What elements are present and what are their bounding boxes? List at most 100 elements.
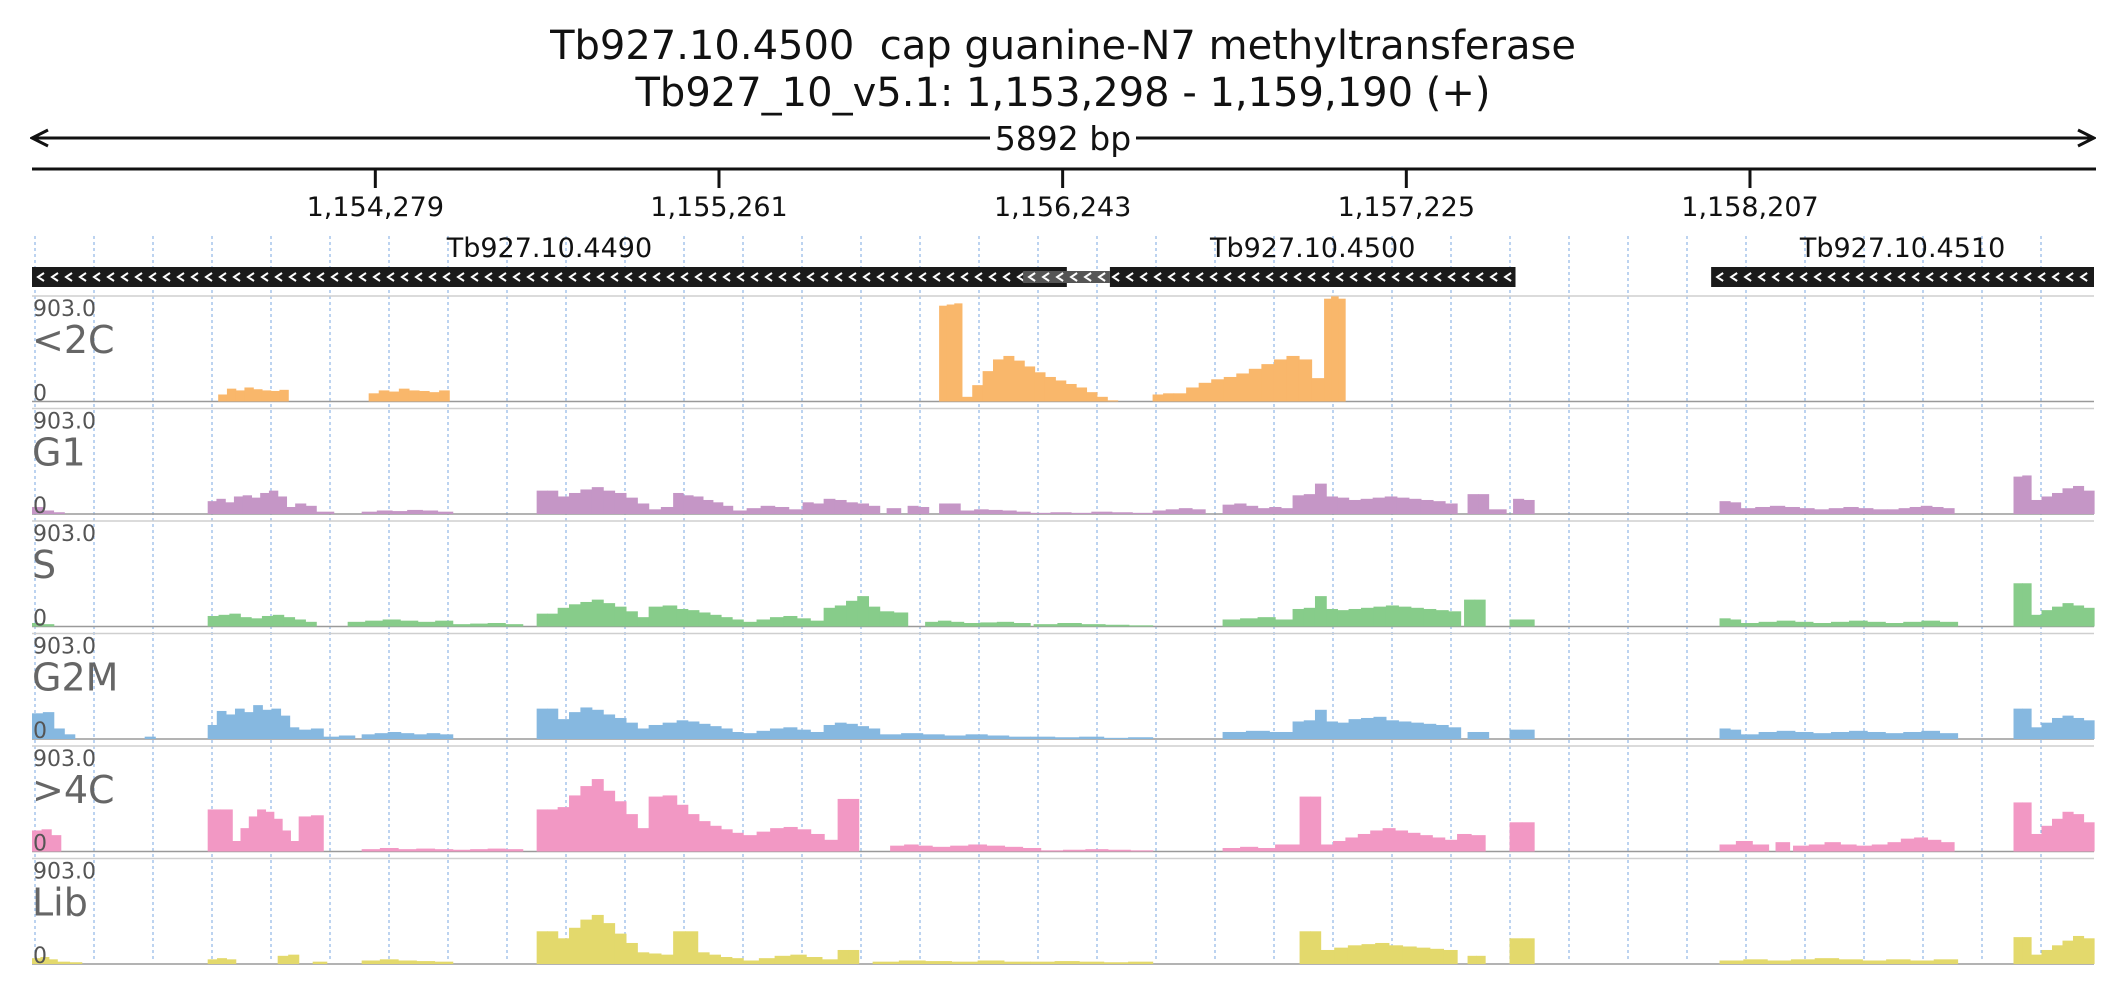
coverage-bar [69,962,82,964]
coverage-bar [2042,610,2053,626]
coverage-bar [1862,960,1886,964]
coverage-bar [1261,364,1274,401]
coverage-bar [1468,494,1479,514]
track-name: >4C [32,768,115,812]
coverage-bar [1045,377,1056,402]
coverage-bar [1224,377,1237,402]
coverage-bar [362,849,381,851]
coverage-bar [1310,797,1321,852]
axis-tick-label: 1,154,279 [307,192,444,223]
coverage-bar [954,303,962,401]
coverage-bar [743,622,757,627]
coverage-bar [1258,508,1270,514]
coverage-bar [1752,844,1769,851]
coverage-bar [699,612,711,626]
coverage-bar [1840,844,1856,851]
coverage-bar [603,603,615,626]
coverage-bar [2031,955,2042,964]
coverage-bar [1108,850,1131,852]
coverage-bar [1813,623,1832,627]
coverage-bar [1057,623,1081,627]
coverage-bar [229,614,240,627]
coverage-bar [661,507,674,514]
coverage-bar [362,512,378,514]
coverage-bar [580,707,592,739]
coverage-bar [761,506,776,514]
coverage-bar [1445,840,1458,852]
coverage-bar [54,728,65,739]
coverage-bar [379,390,390,401]
coverage-bar [649,607,664,627]
coverage-bar [868,728,880,739]
coverage-bar [822,959,838,964]
coverage-bar [868,506,880,514]
coverage-bar [1795,622,1814,627]
coverage-bar [1179,508,1193,514]
coverage-bar [1349,609,1362,627]
coverage-bar [1471,835,1486,851]
coverage-bar [365,621,383,627]
coverage-bar [1105,625,1129,627]
coverage-bar [1269,732,1293,739]
coverage-bar [1275,619,1293,626]
coverage-bar [1315,596,1327,626]
coverage-bar [615,934,627,964]
coverage-bar [251,498,260,514]
coverage-bar [1468,732,1479,739]
y-min-label: 0 [33,719,47,744]
coverage-bar [1755,507,1770,514]
gene-body [1711,267,2094,287]
coverage-bar [429,392,440,401]
coverage-bar [2073,936,2084,964]
coverage-bar [311,815,324,851]
coverage-bar [1524,500,1535,514]
coverage-bar [1345,837,1358,851]
coverage-bar [663,605,678,626]
coverage-bar [1361,608,1374,627]
coverage-bar [1186,387,1199,401]
coverage-bar [1324,299,1332,402]
coverage-bar [775,507,790,514]
coverage-bar [2022,802,2031,851]
coverage-bar [899,960,926,964]
coverage-bar [1914,837,1928,851]
coverage-bar [435,621,453,627]
coverage-bar [1522,822,1535,851]
coverage-bar [2042,496,2053,514]
coverage-bar [383,619,401,626]
y-min-label: 0 [33,382,47,407]
coverage-bar [244,387,253,401]
track-name: Lib [32,881,88,925]
coverage-bar [759,958,775,964]
coverage-bar [1510,822,1523,851]
coverage-bar [846,601,858,627]
coverage-bar [1246,506,1258,514]
coverage-bar [470,849,488,851]
coverage-bar [713,502,724,514]
coverage-bar [615,607,627,627]
coverage-bar [968,844,987,851]
coverage-bar [220,809,233,851]
coverage-bar [547,491,558,514]
coverage-bar [1009,737,1031,739]
coverage-bar [569,712,581,739]
coverage-bar [848,950,859,964]
coverage-bar [1014,361,1025,402]
coverage-bar [637,503,649,514]
coverage-bar [743,960,759,964]
coverage-bar [806,957,822,964]
coverage-bar [558,608,570,627]
coverage-bar [1736,841,1753,852]
coverage-bar [649,953,662,964]
coverage-bar [537,931,548,964]
coverage-bar [1304,494,1316,514]
gene-label: Tb927.10.4510 [1799,233,2005,264]
coverage-bar [2063,488,2074,514]
coverage-bar [414,734,428,739]
coverage-bar [1815,958,1839,964]
coverage-bar [1941,842,1955,851]
coverage-bar [1086,392,1097,401]
coverage-bar [217,958,227,964]
coverage-bar [592,710,604,739]
